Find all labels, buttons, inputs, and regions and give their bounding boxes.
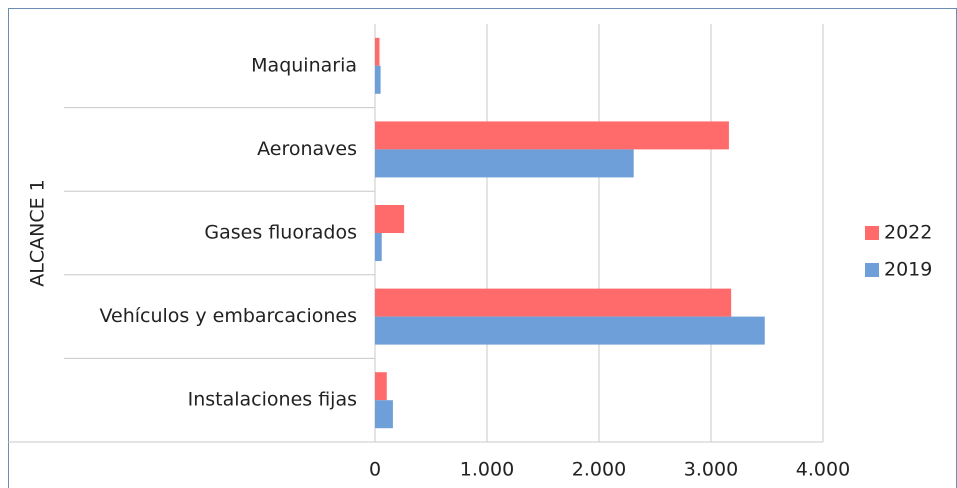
- bar: [375, 121, 729, 150]
- bar: [375, 400, 393, 429]
- bar: [375, 65, 381, 94]
- bar: [375, 316, 765, 345]
- bar: [375, 149, 634, 178]
- group-label: ALCANCE 1: [27, 179, 49, 286]
- legend-label: 2022: [884, 222, 932, 244]
- x-tick-label: 3.000: [684, 459, 738, 481]
- x-tick-label: 2.000: [572, 459, 626, 481]
- chart-border: [8, 8, 957, 488]
- bar: [375, 37, 380, 66]
- bar: [375, 372, 387, 401]
- y-tick-label: Vehículos y embarcaciones: [99, 305, 357, 327]
- bar: [375, 288, 732, 317]
- y-tick-label: Aeronaves: [257, 138, 357, 160]
- x-tick-label: 0: [369, 459, 381, 481]
- y-tick-label: Maquinaria: [251, 54, 357, 76]
- bar: [375, 205, 405, 233]
- y-tick-label: Instalaciones fijas: [188, 389, 357, 411]
- legend-label: 2019: [884, 259, 932, 281]
- legend-swatch: [865, 226, 879, 240]
- x-tick-label: 1.000: [460, 459, 514, 481]
- y-tick-label: Gases fluorados: [204, 222, 357, 244]
- legend-swatch: [865, 263, 879, 277]
- bar: [375, 233, 382, 261]
- x-tick-label: 4.000: [796, 459, 850, 481]
